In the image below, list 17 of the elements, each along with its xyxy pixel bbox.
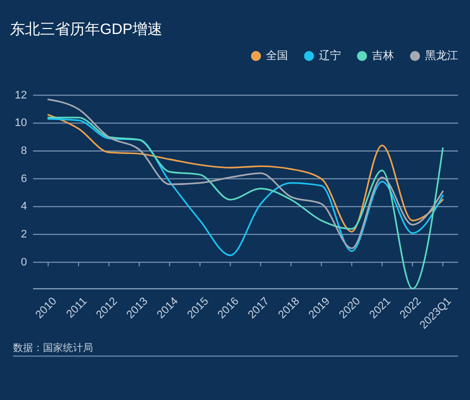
y-tick-label: 12 <box>14 89 27 102</box>
line-series <box>47 118 444 256</box>
line-series <box>47 116 444 290</box>
line-series <box>47 98 444 250</box>
y-tick-label: 0 <box>20 256 27 268</box>
text: 数据：国家统计局 <box>13 342 93 354</box>
y-tick-label: 2 <box>20 228 27 240</box>
y-tick-label: 6 <box>20 172 27 185</box>
legend-label: 黑龙江 <box>425 49 458 62</box>
y-tick-label: 10 <box>14 117 27 130</box>
legend-label: 辽宁 <box>319 49 341 62</box>
chart-title: 东北三省历年GDP增速 <box>10 21 163 38</box>
y-tick-label: 4 <box>20 200 27 213</box>
line-series <box>47 114 444 232</box>
y-tick-label: 8 <box>20 144 27 157</box>
legend-label: 全国 <box>266 50 288 62</box>
legend-label: 吉林 <box>372 49 394 62</box>
